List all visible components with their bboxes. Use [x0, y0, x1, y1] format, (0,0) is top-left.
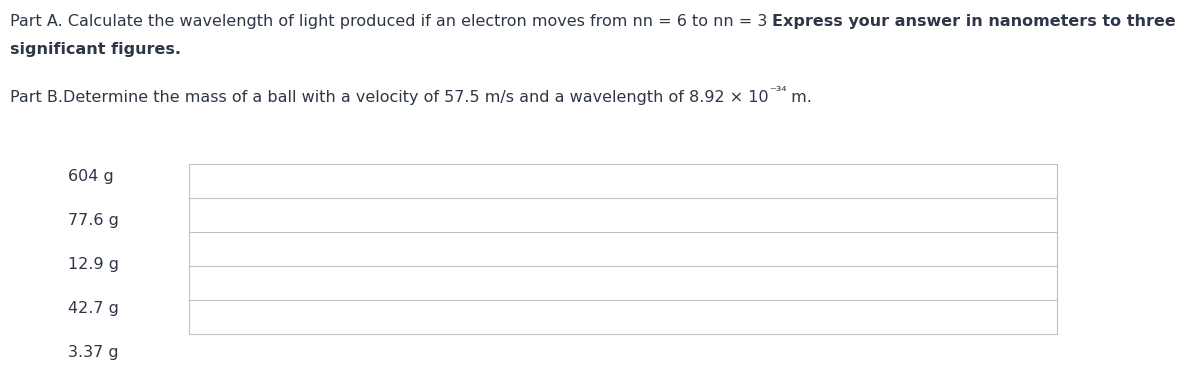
Text: Part A. Calculate the wavelength of light produced if an electron moves from nn : Part A. Calculate the wavelength of ligh…	[10, 14, 773, 29]
Text: 604 g: 604 g	[68, 169, 114, 184]
Text: 3.37 g: 3.37 g	[68, 346, 119, 361]
Text: 77.6 g: 77.6 g	[68, 214, 119, 229]
Text: significant figures.: significant figures.	[10, 42, 181, 57]
Text: 42.7 g: 42.7 g	[68, 301, 119, 316]
Text: Express your answer in nanometers to three: Express your answer in nanometers to thr…	[773, 14, 1176, 29]
Text: Part B.Determine the mass of a ball with a velocity of 57.5 m/s and a wavelength: Part B.Determine the mass of a ball with…	[10, 90, 769, 105]
Text: m.: m.	[786, 90, 812, 105]
Text: ⁻³⁴: ⁻³⁴	[769, 85, 786, 98]
Text: 12.9 g: 12.9 g	[68, 258, 119, 273]
Text: ⁻³⁴: ⁻³⁴	[769, 85, 786, 98]
